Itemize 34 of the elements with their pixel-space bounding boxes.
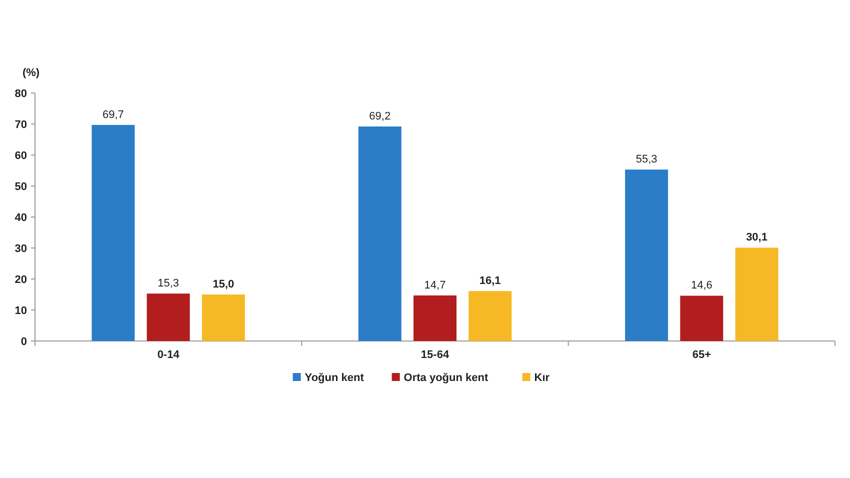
data-label: 30,1	[746, 232, 768, 244]
legend-label: Kır	[534, 372, 550, 384]
bar	[414, 295, 456, 341]
y-tick-label: 50	[14, 181, 27, 193]
data-label: 14,7	[424, 279, 446, 292]
y-tick-label: 0	[20, 336, 27, 348]
bar	[202, 294, 245, 341]
bar	[92, 124, 135, 341]
bar	[468, 291, 512, 341]
x-tick-label: 15-64	[420, 349, 450, 361]
data-label: 15,0	[212, 278, 234, 290]
data-label: 14,6	[690, 280, 712, 292]
bar	[625, 170, 668, 341]
legend-label: Orta yoğun kent	[404, 372, 488, 384]
y-tick-label: 70	[14, 119, 27, 131]
y-tick-label: 60	[14, 150, 27, 162]
data-label: 69,7	[102, 108, 124, 121]
x-tick-label: 65+	[692, 349, 712, 361]
bar	[735, 248, 778, 341]
y-tick-label: 30	[14, 243, 27, 255]
data-label: 69,2	[369, 110, 391, 122]
bar	[680, 296, 724, 341]
data-label: 16,1	[479, 275, 501, 288]
legend-label: Yoğun kent	[304, 372, 364, 384]
y-tick-label: 80	[14, 88, 27, 100]
y-tick-label: 10	[14, 305, 27, 317]
x-tick-label: 0-14	[157, 349, 180, 361]
bar	[358, 126, 402, 341]
bar	[146, 294, 190, 341]
y-axis-title: (%)	[22, 67, 40, 79]
y-tick-label: 20	[14, 274, 27, 286]
data-label: 15,3	[158, 278, 180, 290]
data-label: 55,3	[636, 154, 658, 166]
y-tick-label: 40	[14, 212, 27, 224]
